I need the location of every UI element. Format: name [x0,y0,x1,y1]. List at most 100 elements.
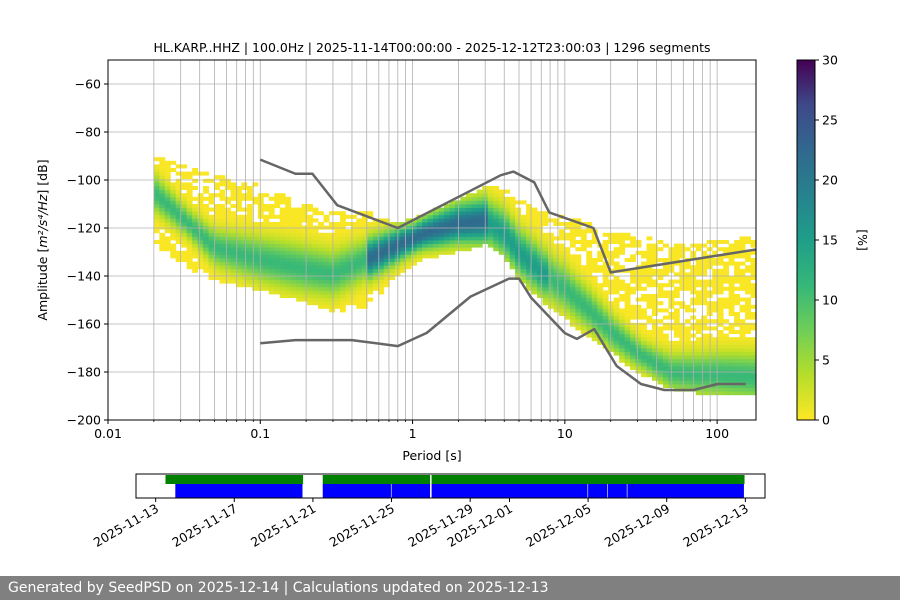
heatmap-cell [268,261,275,266]
heatmap-cell [296,222,303,226]
heatmap-cell [575,304,582,309]
heatmap-cell [641,272,647,277]
heatmap-cell [274,290,281,295]
heatmap-cell [641,333,647,338]
heatmap-cell [214,229,220,234]
heatmap-cell [170,168,177,172]
heatmap-cell [608,283,615,288]
heatmap-cell [630,276,636,280]
heatmap-cell [252,250,259,255]
heatmap-cell [323,214,330,219]
heatmap-cell [504,258,511,262]
heatmap-cell [164,229,171,234]
heatmap-cell [296,276,303,280]
heatmap-cell [460,243,467,248]
heatmap-cell [389,236,396,241]
heatmap-cell [498,193,505,198]
heatmap-cell [745,384,751,388]
heatmap-cell [372,250,379,255]
heatmap-cell [723,337,730,342]
heatmap-cell [329,240,335,244]
heatmap-cell [197,232,204,237]
heatmap-cell [465,204,472,208]
heatmap-cell [613,297,620,302]
heatmap-cell [734,358,740,363]
heatmap-cell [509,254,516,259]
heatmap-cell [531,232,538,237]
heatmap-cell [745,315,751,320]
heatmap-cell [290,258,297,262]
heatmap-cell [274,214,281,219]
heatmap-cell [646,276,653,280]
heatmap-cell [159,204,166,208]
heatmap-cell [526,222,532,226]
heatmap-cell [635,340,642,345]
heatmap-cell [531,218,538,223]
heatmap-cell [285,254,292,259]
heatmap-cell [695,344,702,349]
heatmap-cell [345,214,352,219]
colorbar-tick-label: 20 [822,173,838,188]
heatmap-cell [268,286,275,291]
heatmap-cell [553,272,560,277]
heatmap-cell [361,290,368,295]
heatmap-cell [651,333,658,338]
heatmap-cell [739,387,746,392]
heatmap-cell [296,258,303,262]
heatmap-cell [745,268,751,273]
heatmap-cell [159,196,166,201]
heatmap-cell [175,218,182,223]
heatmap-cell [318,279,324,284]
heatmap-cell [301,247,308,252]
heatmap-cell [657,301,664,306]
heatmap-cell [750,312,756,316]
heatmap-cell [159,186,166,190]
heatmap-cell [745,283,751,288]
heatmap-cell [334,286,341,291]
heatmap-cell [526,218,532,223]
heatmap-cell [241,279,248,284]
heatmap-cell [454,243,461,248]
heatmap-cell [673,362,680,367]
heatmap-cell [641,344,647,349]
heatmap-cell [186,186,193,190]
heatmap-cell [526,247,532,252]
heatmap-cell [345,261,352,266]
heatmap-cell [646,261,653,266]
heatmap-cell [416,258,423,262]
heatmap-cell [235,258,242,262]
heatmap-cell [542,254,549,259]
heatmap-cell [586,315,593,320]
heatmap-cell [630,304,636,309]
heatmap-cell [427,211,434,216]
heatmap-cell [296,279,303,284]
heatmap-cell [739,297,746,302]
heatmap-cell [323,279,330,284]
heatmap-cell [745,258,751,262]
heatmap-cell [646,373,653,378]
heatmap-cell [438,222,445,226]
heatmap-cell [307,218,313,223]
heatmap-cell [739,348,746,352]
heatmap-cell [361,301,368,306]
heatmap-cell [613,348,620,352]
heatmap-cell [405,243,412,248]
heatmap-cell [515,272,522,277]
heatmap-cell [515,211,522,216]
heatmap-cell [619,236,626,241]
heatmap-cell [569,301,576,306]
heatmap-cell [334,236,341,241]
heatmap-cell [192,261,199,266]
psd-heatmap [153,157,756,396]
heatmap-cell [356,301,363,306]
heatmap-cell [723,391,730,396]
heatmap-cell [701,380,708,385]
heatmap-cell [460,211,467,216]
heatmap-cell [526,286,532,291]
heatmap-cell [580,229,587,234]
heatmap-cell [153,157,160,162]
heatmap-cell [602,301,609,306]
heatmap-cell [493,247,500,252]
heatmap-cell [290,279,297,284]
heatmap-cell [657,308,664,313]
